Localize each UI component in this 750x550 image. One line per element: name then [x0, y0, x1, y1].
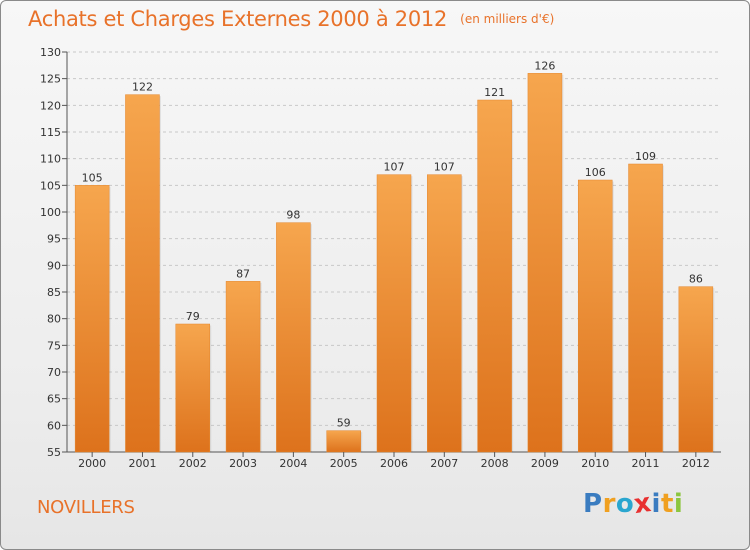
x-tick-label: 2008 — [481, 457, 509, 470]
y-tick-label: 90 — [47, 259, 61, 272]
logo-letter: t — [660, 489, 674, 519]
bar — [376, 174, 412, 453]
y-tick-label: 85 — [47, 286, 61, 299]
bar-value-label: 106 — [585, 166, 606, 179]
x-tick-label: 2009 — [531, 457, 559, 470]
bar-value-label: 107 — [434, 161, 455, 174]
bar — [125, 94, 160, 453]
bar-value-label: 121 — [484, 86, 505, 99]
bar-value-label: 109 — [635, 150, 656, 163]
commune-name: NOVILLERS — [37, 497, 135, 518]
x-tick-label: 2002 — [179, 457, 207, 470]
bar — [577, 179, 613, 453]
logo-letter: i — [673, 489, 684, 519]
y-tick-label: 55 — [47, 446, 61, 459]
bar — [427, 174, 462, 453]
y-tick-label: 110 — [40, 153, 61, 166]
y-tick-label: 125 — [40, 73, 61, 86]
chart-unit: (en milliers d'€) — [460, 12, 555, 26]
y-tick-label: 70 — [47, 366, 61, 379]
x-tick-label: 2012 — [682, 457, 710, 470]
bar-value-label: 79 — [186, 310, 200, 323]
y-tick-label: 115 — [40, 126, 61, 139]
y-tick-label: 95 — [47, 233, 61, 246]
y-tick-label: 80 — [47, 313, 61, 326]
x-tick-label: 2000 — [78, 457, 106, 470]
y-tick-label: 75 — [47, 339, 61, 352]
bar — [225, 281, 261, 453]
bar — [628, 163, 663, 453]
y-tick-label: 60 — [47, 419, 61, 432]
bar — [175, 323, 211, 453]
y-tick-label: 105 — [40, 179, 61, 192]
logo-letter: P — [583, 489, 603, 519]
proxiti-logo: Proxiti — [583, 487, 684, 521]
logo-letter: o — [615, 489, 635, 519]
y-tick-label: 130 — [40, 46, 61, 59]
y-tick-label: 65 — [47, 393, 61, 406]
bar-value-label: 126 — [534, 59, 555, 72]
x-tick-label: 2011 — [632, 457, 660, 470]
x-tick-label: 2006 — [380, 457, 408, 470]
logo-letter: x — [632, 487, 654, 521]
y-tick-label: 100 — [40, 206, 61, 219]
bar-value-label: 105 — [82, 171, 103, 184]
bar — [74, 185, 110, 453]
bar — [326, 430, 361, 453]
bar-value-label: 86 — [689, 273, 703, 286]
bar-value-label: 107 — [384, 161, 405, 174]
x-tick-label: 2005 — [330, 457, 358, 470]
logo-letter: i — [651, 489, 661, 519]
bar-value-label: 98 — [286, 209, 300, 222]
x-tick-label: 2007 — [430, 457, 458, 470]
x-tick-label: 2001 — [128, 457, 156, 470]
bar-value-label: 59 — [337, 417, 351, 430]
x-tick-label: 2010 — [581, 457, 609, 470]
y-tick-label: 120 — [40, 99, 61, 112]
chart-title: Achats et Charges Externes 2000 à 2012 — [28, 7, 448, 31]
bar-value-label: 122 — [132, 81, 153, 94]
logo-letter: r — [602, 489, 616, 519]
bar — [527, 73, 563, 453]
bar-value-label: 87 — [236, 267, 250, 280]
x-tick-label: 2004 — [279, 457, 307, 470]
x-tick-label: 2003 — [229, 457, 257, 470]
bar — [276, 222, 311, 453]
bar — [678, 286, 714, 453]
bar — [477, 99, 512, 453]
chart-title-block: Achats et Charges Externes 2000 à 2012 (… — [28, 7, 554, 31]
